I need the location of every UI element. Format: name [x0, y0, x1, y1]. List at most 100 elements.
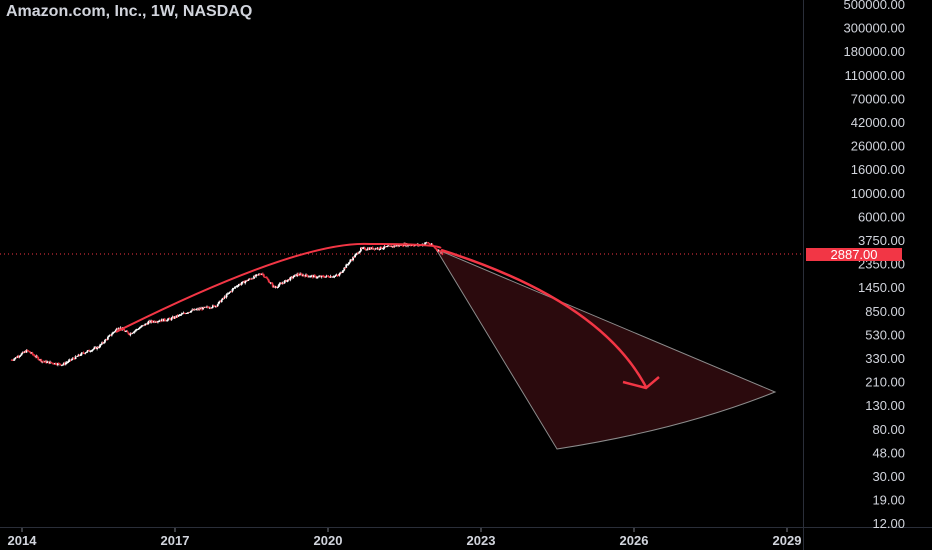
- candle-body: [290, 276, 293, 278]
- candle-body: [169, 318, 172, 320]
- time-axis[interactable]: 2014 2017 2020 2023 2026 2029: [8, 528, 802, 548]
- candle-body: [136, 329, 139, 331]
- candle-body: [57, 363, 60, 365]
- candle-body: [389, 245, 392, 247]
- candle-body: [142, 324, 145, 326]
- candle-body: [258, 274, 260, 275]
- candle-body: [54, 363, 56, 365]
- projection-arrow-curve[interactable]: [440, 248, 648, 388]
- candle-body: [386, 246, 389, 248]
- candle-body: [99, 344, 101, 348]
- candle-body: [62, 363, 65, 365]
- candle-body: [425, 242, 428, 244]
- candle-body: [17, 356, 20, 357]
- candle-body: [95, 347, 98, 349]
- candle-body: [177, 315, 180, 317]
- candle-body: [163, 318, 166, 321]
- candle-body: [153, 320, 155, 323]
- candle-body: [331, 276, 334, 278]
- candle-body: [283, 281, 286, 284]
- candle-body: [260, 274, 262, 276]
- candle-body: [60, 364, 63, 366]
- candle-body: [428, 243, 431, 245]
- candle-body: [76, 356, 79, 357]
- candle-body: [251, 278, 253, 280]
- y-tick-label: 70000.00: [851, 91, 905, 106]
- candle-body: [128, 334, 131, 336]
- candle-body: [301, 274, 304, 276]
- candle-body: [150, 320, 152, 323]
- candle-body: [217, 301, 220, 305]
- price-axis[interactable]: 500000.00 300000.00 180000.00 110000.00 7000…: [844, 0, 905, 531]
- candle-body: [343, 267, 346, 271]
- candle-body: [281, 283, 284, 284]
- candle-body: [338, 273, 341, 276]
- candle-body: [337, 275, 340, 277]
- candle-body: [178, 314, 181, 316]
- candle-body: [144, 323, 147, 326]
- candle-body: [101, 342, 103, 345]
- candle-body: [335, 275, 338, 276]
- x-tick-label: 2020: [314, 533, 343, 548]
- candle-body: [300, 273, 303, 275]
- candle-body: [347, 263, 350, 265]
- candle-body: [375, 248, 378, 250]
- candle-body: [282, 283, 285, 284]
- candle-body: [302, 275, 304, 276]
- candle-body: [190, 310, 193, 312]
- candle-body: [392, 246, 395, 247]
- candle-body: [265, 277, 268, 279]
- candle-body: [381, 248, 384, 250]
- candle-body: [147, 322, 150, 325]
- candle-body: [393, 245, 396, 247]
- rounded-top-arc[interactable]: [115, 242, 442, 333]
- candle-body: [131, 332, 134, 334]
- candle-body: [94, 347, 97, 349]
- candle-body: [271, 283, 274, 287]
- candle-body: [181, 313, 184, 315]
- candle-body: [423, 243, 426, 245]
- candle-body: [314, 275, 317, 278]
- candle-body: [383, 246, 386, 249]
- y-tick-label: 300000.00: [844, 21, 905, 36]
- candle-body: [189, 311, 192, 313]
- candle-body: [355, 253, 357, 255]
- candle-body: [377, 247, 380, 250]
- candle-body: [162, 318, 165, 322]
- candle-body: [59, 364, 62, 366]
- y-tick-label: 80.00: [872, 422, 905, 437]
- candle-body: [365, 249, 368, 251]
- candle-body: [185, 313, 188, 314]
- candle-body: [108, 334, 111, 336]
- candle-body: [56, 363, 59, 365]
- candle-body: [369, 247, 372, 250]
- candle-body: [208, 307, 210, 309]
- candle-body: [309, 276, 311, 278]
- candle-body: [380, 246, 383, 249]
- candle-body: [191, 309, 194, 311]
- candle-body: [308, 276, 310, 278]
- bearish-projection-cone[interactable]: [434, 247, 777, 450]
- candle-body: [123, 329, 126, 332]
- candle-body: [197, 308, 200, 310]
- candle-body: [259, 274, 261, 275]
- y-tick-label: 3750.00: [858, 233, 905, 248]
- candle-body: [114, 329, 117, 332]
- y-tick-label: 210.00: [865, 375, 905, 390]
- candle-body: [18, 356, 21, 357]
- candle-body: [435, 248, 438, 250]
- candle-body: [232, 288, 235, 290]
- candle-body: [119, 327, 122, 329]
- candle-body: [324, 276, 327, 278]
- candle-body: [277, 285, 280, 287]
- candle-body: [49, 361, 51, 364]
- candle-body: [154, 320, 156, 323]
- candle-body: [340, 272, 343, 274]
- candle-body: [48, 361, 50, 364]
- candle-body: [402, 245, 405, 247]
- candle-body: [276, 286, 279, 288]
- candle-body: [216, 304, 219, 307]
- candle-body: [90, 351, 93, 352]
- candle-body: [88, 350, 91, 352]
